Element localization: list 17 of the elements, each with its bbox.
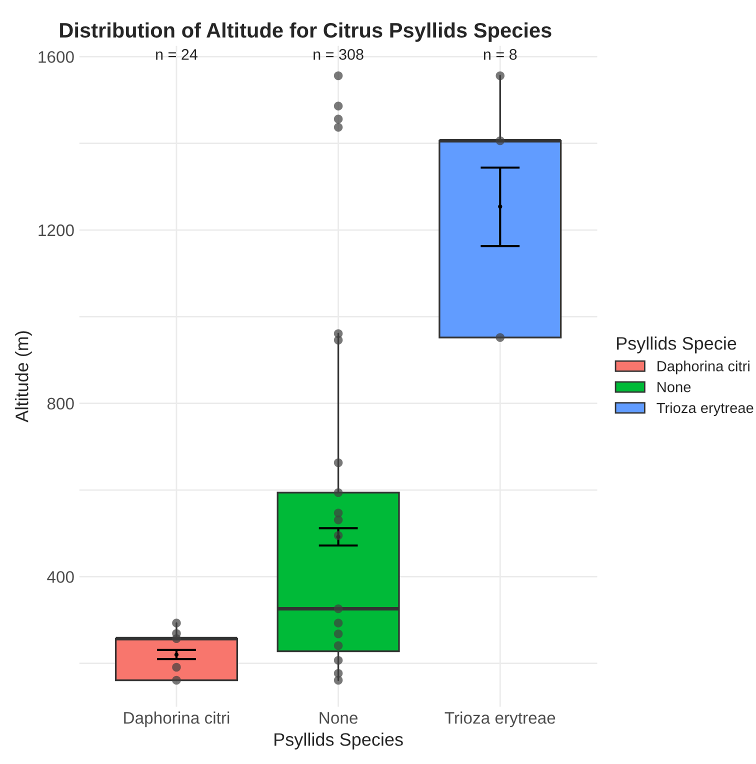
x-tick-label: None	[320, 712, 358, 724]
legend-label: Trioza erytreae	[656, 402, 754, 416]
annotation: n = 308	[314, 49, 364, 60]
x-tick-label: Daphorina citri	[124, 712, 230, 728]
legend-title: Psyllids Specie	[617, 336, 736, 354]
chart-title: Distribution of Altitude for Citrus Psyllids Species	[60, 22, 552, 42]
y-tick-label: 400	[47, 571, 74, 583]
legend-label: Daphorina citri	[658, 360, 750, 374]
x-axis-title: Psyllids Species	[274, 732, 403, 750]
legend-label: None	[658, 382, 691, 392]
annotation: n = 24	[156, 49, 198, 60]
annotation: n = 8	[484, 49, 517, 60]
x-tick-label: Trioza erytreae	[444, 712, 556, 728]
y-tick-label: 1600	[38, 51, 74, 63]
y-tick-label: 1200	[38, 224, 74, 236]
y-tick-label: 800	[47, 398, 74, 410]
y-axis-title: Altitude (m)	[15, 331, 32, 422]
